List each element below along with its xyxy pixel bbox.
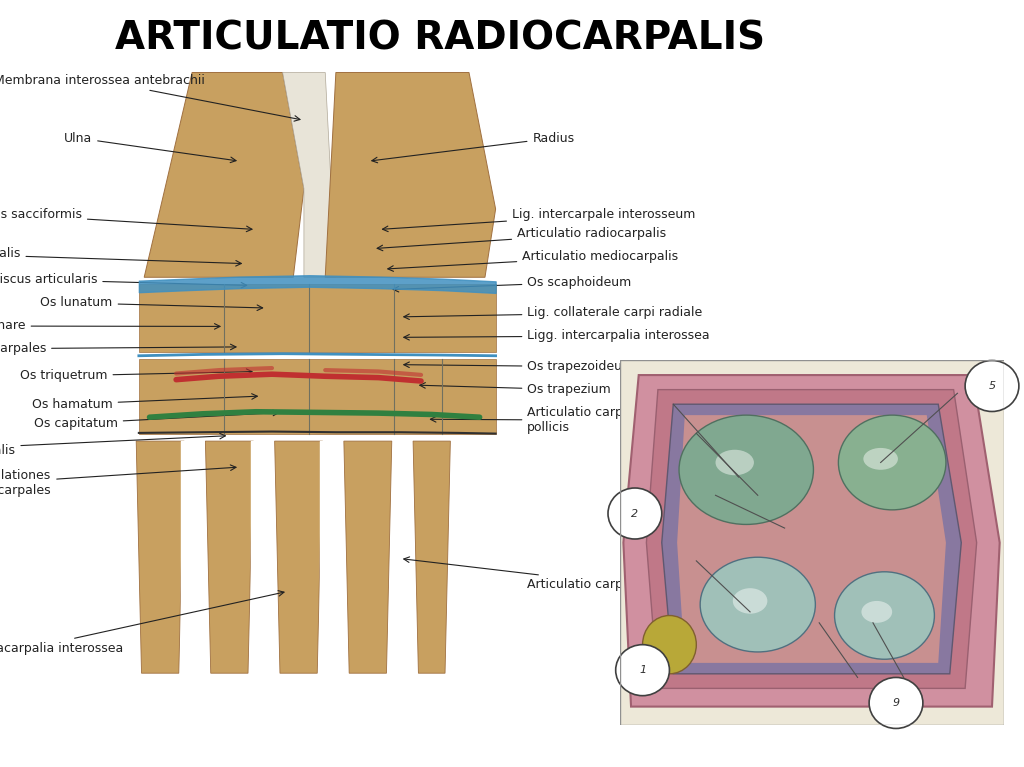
Text: Articulatio carpometacarpalis
pollicis: Articulatio carpometacarpalis pollicis	[430, 407, 713, 434]
Polygon shape	[144, 73, 304, 278]
Polygon shape	[139, 284, 496, 352]
Text: Articulatio radiocarpalis: Articulatio radiocarpalis	[377, 228, 667, 251]
Text: Articulationes
intermetacarpales: Articulationes intermetacarpales	[0, 465, 236, 497]
Polygon shape	[624, 375, 999, 706]
Ellipse shape	[716, 449, 754, 476]
Polygon shape	[662, 404, 962, 673]
Polygon shape	[326, 73, 496, 278]
Text: Os triquetrum: Os triquetrum	[20, 369, 252, 382]
Text: Articulatio carpometacarpalis: Articulatio carpometacarpalis	[0, 433, 225, 456]
Text: Articulatio carpometacarpalis: Articulatio carpometacarpalis	[403, 557, 713, 591]
Ellipse shape	[839, 415, 946, 510]
Circle shape	[608, 488, 662, 539]
Polygon shape	[139, 359, 496, 434]
Text: Lig. collaterale carpi radiale: Lig. collaterale carpi radiale	[403, 307, 702, 320]
Ellipse shape	[643, 615, 696, 673]
Ellipse shape	[861, 601, 892, 623]
Text: Os trapezoideum: Os trapezoideum	[403, 360, 635, 373]
Text: 1: 1	[639, 665, 646, 675]
Text: Articulatio mediocarpalis: Articulatio mediocarpalis	[388, 251, 678, 272]
Circle shape	[615, 644, 670, 696]
Text: 5: 5	[988, 381, 995, 391]
Ellipse shape	[835, 572, 935, 659]
Text: Lig. intercarpale interosseum: Lig. intercarpale interosseum	[383, 209, 695, 232]
Text: ARTICULATIO RADIOCARPALIS: ARTICULATIO RADIOCARPALIS	[116, 19, 765, 58]
Text: Ulna: Ulna	[63, 132, 237, 163]
Text: 2: 2	[632, 509, 638, 518]
Text: 9: 9	[893, 698, 899, 708]
Text: Radius: Radius	[372, 132, 574, 163]
Polygon shape	[646, 390, 977, 689]
Text: Lig. collaterale carpi ulnare: Lig. collaterale carpi ulnare	[0, 320, 220, 332]
Text: Ligg. metacarpalia interossea: Ligg. metacarpalia interossea	[0, 591, 284, 654]
Text: Ligg. intercarpalia interossea: Ligg. intercarpalia interossea	[403, 330, 710, 342]
Text: Os lunatum: Os lunatum	[40, 297, 262, 311]
Ellipse shape	[679, 415, 813, 525]
Text: Os scaphoideum: Os scaphoideum	[393, 276, 632, 292]
Text: Os trapezium: Os trapezium	[420, 383, 611, 396]
Polygon shape	[283, 73, 336, 278]
Polygon shape	[274, 441, 323, 673]
Ellipse shape	[733, 588, 767, 614]
Circle shape	[965, 360, 1019, 411]
Polygon shape	[413, 441, 451, 673]
Circle shape	[869, 677, 923, 729]
Text: Membrana interossea antebrachii: Membrana interossea antebrachii	[0, 74, 300, 121]
Text: Discus articularis: Discus articularis	[0, 274, 247, 288]
Polygon shape	[677, 415, 946, 663]
Text: Os hamatum: Os hamatum	[32, 393, 257, 410]
Text: Articulatio radioulnaris distalis: Articulatio radioulnaris distalis	[0, 247, 242, 266]
Polygon shape	[206, 441, 253, 673]
Ellipse shape	[863, 448, 898, 469]
Ellipse shape	[700, 557, 815, 652]
Text: Os capitatum: Os capitatum	[34, 410, 279, 430]
Text: Articulationes intercarpales: Articulationes intercarpales	[0, 343, 236, 355]
Polygon shape	[344, 441, 392, 673]
Polygon shape	[136, 441, 184, 673]
Text: Recessus sacciformis: Recessus sacciformis	[0, 209, 252, 232]
